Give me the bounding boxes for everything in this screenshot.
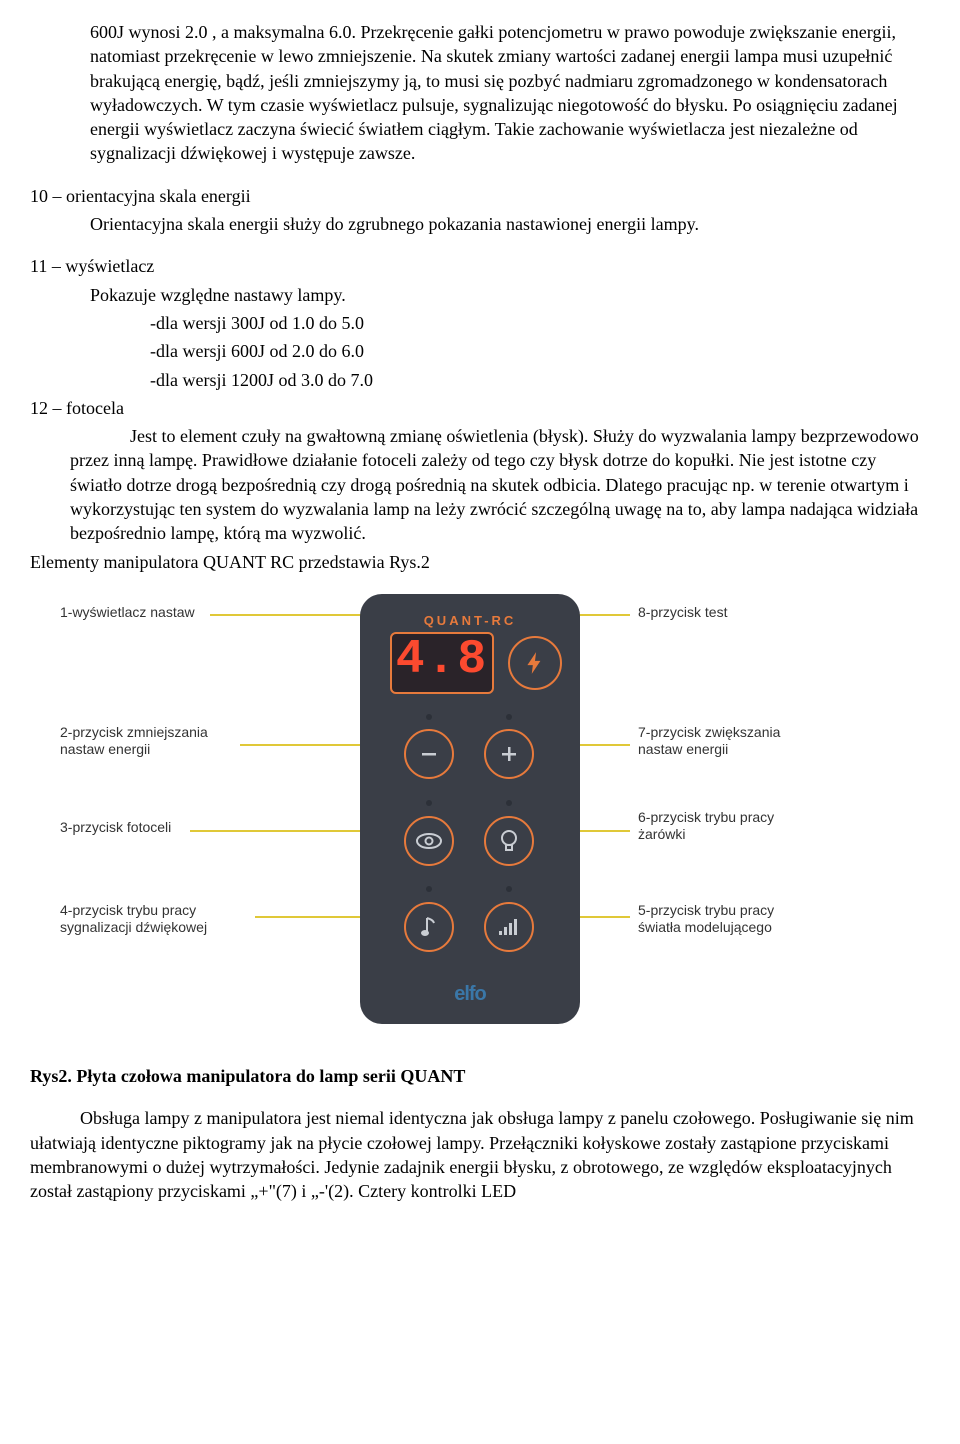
plus-button[interactable] <box>484 729 534 779</box>
remote-diagram: 1-wyświetlacz nastaw 2-przycisk zmniejsz… <box>30 584 930 1034</box>
section-12-heading: 12 – fotocela <box>30 396 930 420</box>
bars-icon <box>497 917 521 937</box>
section-11-heading: 11 – wyświetlacz <box>30 254 930 278</box>
eye-icon <box>415 831 443 851</box>
section-10-heading: 10 – orientacyjna skala energii <box>30 184 930 208</box>
range-1200: -dla wersji 1200J od 3.0 do 7.0 <box>150 368 930 392</box>
body-paragraph-1: 600J wynosi 2.0 , a maksymalna 6.0. Prze… <box>90 20 930 166</box>
remote-body: QUANT-RC 4.8 <box>360 594 580 1024</box>
minus-icon <box>417 742 441 766</box>
led-dot <box>426 800 432 806</box>
plus-icon <box>497 742 521 766</box>
model-light-button[interactable] <box>484 902 534 952</box>
figure-2-caption: Rys2. Płyta czołowa manipulatora do lamp… <box>30 1064 930 1088</box>
bulb-icon <box>498 828 520 854</box>
led-dot <box>506 800 512 806</box>
music-note-icon <box>419 915 439 939</box>
remote-logo: elfo <box>360 981 580 1008</box>
minus-button[interactable] <box>404 729 454 779</box>
photocell-button[interactable] <box>404 816 454 866</box>
led-dot <box>426 886 432 892</box>
led-dot <box>506 886 512 892</box>
bulb-mode-button[interactable] <box>484 816 534 866</box>
label-5-model-light: 5-przycisk trybu pracy światła modelując… <box>638 902 888 937</box>
section-10-body: Orientacyjna skala energii służy do zgru… <box>90 212 930 236</box>
elements-line: Elementy manipulatora QUANT RC przedstaw… <box>30 550 930 574</box>
label-2-minus: 2-przycisk zmniejszania nastaw energii <box>60 724 310 759</box>
label-6-bulb: 6-przycisk trybu pracy żarówki <box>638 809 888 844</box>
remote-brand-text: QUANT-RC <box>360 612 580 630</box>
label-1-display: 1-wyświetlacz nastaw <box>60 604 310 622</box>
label-3-photocell: 3-przycisk fotoceli <box>60 819 310 837</box>
range-300: -dla wersji 300J od 1.0 do 5.0 <box>150 311 930 335</box>
label-8-test: 8-przycisk test <box>638 604 888 622</box>
test-button[interactable] <box>508 636 562 690</box>
sound-mode-button[interactable] <box>404 902 454 952</box>
bolt-icon <box>522 650 548 676</box>
section-11-body: Pokazuje względne nastawy lampy. <box>90 283 930 307</box>
final-paragraph: Obsługa lampy z manipulatora jest niemal… <box>30 1106 930 1203</box>
section-12-body: Jest to element czuły na gwałtowną zmian… <box>70 424 930 545</box>
remote-display: 4.8 <box>390 632 494 694</box>
label-7-plus: 7-przycisk zwiększania nastaw energii <box>638 724 888 759</box>
range-600: -dla wersji 600J od 2.0 do 6.0 <box>150 339 930 363</box>
led-dot <box>506 714 512 720</box>
led-dot <box>426 714 432 720</box>
label-4-sound: 4-przycisk trybu pracy sygnalizacji dźwi… <box>60 902 310 937</box>
